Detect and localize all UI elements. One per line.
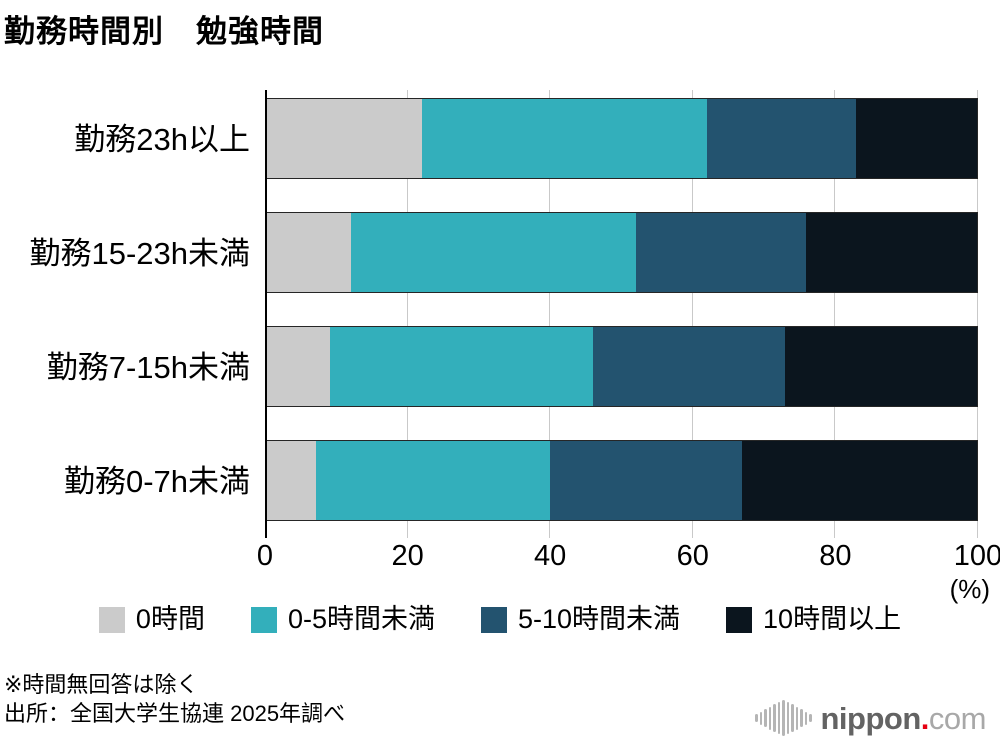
legend-item: 0-5時間未満	[250, 604, 435, 634]
x-axis-tick-label: 60	[676, 540, 709, 572]
category-label: 勤務15-23h未満	[29, 235, 250, 271]
bar-segment	[422, 99, 707, 178]
x-axis-tick-label: 20	[391, 540, 424, 572]
chart-title: 勤務時間別 勉強時間	[4, 14, 324, 49]
bar-row	[265, 326, 978, 407]
logo-tld: com	[928, 700, 987, 736]
bar-segment	[266, 441, 316, 520]
logo-brand: nippon	[820, 700, 922, 736]
bar-segment	[266, 99, 423, 178]
bar-segment	[351, 213, 636, 292]
footnotes: ※時間無回答は除く 出所：全国大学生協連 2025年調べ	[4, 670, 345, 729]
legend: 0時間 0-5時間未満 5-10時間未満 10時間以上	[0, 606, 1000, 633]
bar-segment	[742, 441, 977, 520]
bar-segment	[266, 327, 330, 406]
gridline	[549, 90, 551, 538]
gridline	[406, 90, 408, 538]
x-axis-tick-label: 100	[953, 540, 1000, 572]
logo-dot: .	[920, 700, 930, 736]
bar-segment	[315, 441, 551, 520]
gridline	[834, 90, 836, 538]
bar-row	[265, 98, 978, 179]
gridline	[977, 90, 978, 538]
legend-label: 5-10時間未満	[517, 604, 681, 634]
bar-segment	[785, 327, 977, 406]
bar-row	[265, 440, 978, 521]
x-axis-tick-label: 0	[256, 540, 274, 572]
bar-row	[265, 212, 978, 293]
legend-item: 0時間	[98, 604, 205, 634]
category-label: 勤務7-15h未満	[46, 349, 250, 385]
plot-area: 0 20 40 60 80 100 勤務23h以上勤務15-23h未満勤務7-15h未満勤務…	[29, 90, 1000, 690]
legend-item: 10時間以上	[726, 606, 901, 633]
category-label: 勤務0-7h未満	[63, 463, 250, 499]
percent-unit-label: (%)	[949, 574, 990, 604]
legend-swatch	[726, 606, 753, 633]
category-label: 勤務23h以上	[74, 121, 250, 157]
bar-segment	[266, 213, 352, 292]
legend-swatch	[480, 606, 507, 633]
legend-label: 10時間以上	[763, 604, 902, 634]
legend-item: 5-10時間未満	[480, 604, 681, 634]
bar-segment	[329, 327, 594, 406]
bar-segment	[706, 99, 857, 178]
x-axis-tick-label: 80	[819, 540, 852, 572]
legend-label: 0時間	[135, 604, 205, 634]
bar-segment	[635, 213, 807, 292]
legend-label: 0-5時間未満	[287, 604, 435, 634]
bar-segment	[856, 99, 977, 178]
gridline	[691, 90, 693, 538]
logo-text: nippon.com	[821, 703, 987, 734]
legend-swatch	[98, 606, 125, 633]
nippon-logo: nippon.com	[755, 700, 987, 736]
x-axis-tick-label: 40	[534, 540, 567, 572]
footnote-exclusion: ※時間無回答は除く	[4, 672, 199, 697]
y-axis-line	[265, 90, 267, 538]
footnote-source: 出所：全国大学生協連 2025年調べ	[4, 701, 346, 727]
soundwave-icon	[755, 700, 812, 736]
bar-segment	[806, 213, 977, 292]
bar-segment	[550, 441, 743, 520]
bar-segment	[593, 327, 786, 406]
legend-swatch	[250, 606, 277, 633]
